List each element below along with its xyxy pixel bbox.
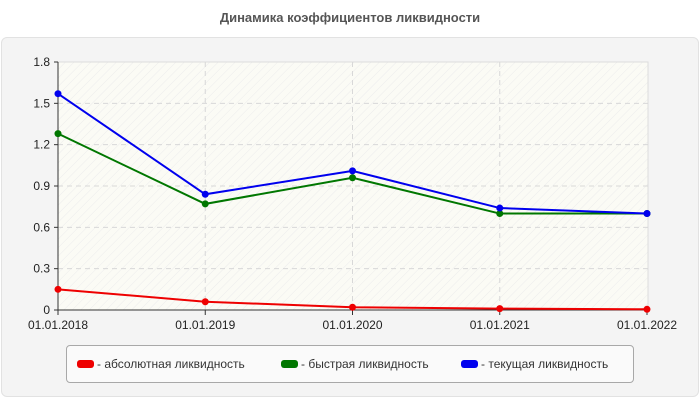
data-point[interactable] [54,90,62,98]
y-tick-label: 0 [43,303,50,317]
data-point[interactable] [496,210,504,218]
x-tick-label: 01.01.2021 [470,318,530,332]
legend-swatch-blue [461,360,478,368]
data-point[interactable] [496,204,504,212]
x-tick-label: 01.01.2019 [175,318,235,332]
data-point[interactable] [54,285,62,293]
legend-swatch-red [77,360,94,368]
data-point[interactable] [201,190,209,198]
data-point[interactable] [54,130,62,138]
data-point[interactable] [201,298,209,306]
y-tick-label: 1.8 [33,55,50,69]
y-tick-label: 1.5 [33,96,50,110]
legend-label: - абсолютная ликвидность [97,357,245,371]
legend-item-absolute: - абсолютная ликвидность [77,346,245,382]
axes: 0 0.3 0.6 0.9 1.2 1.5 1.8 01.01.2018 01.01.2019 0… [28,55,677,332]
data-point[interactable] [643,210,651,218]
series-lines [54,90,651,313]
data-point[interactable] [349,174,356,182]
legend-item-quick: - быстрая ликвидность [281,346,429,382]
data-point[interactable] [349,303,356,311]
legend-swatch-green [281,360,298,368]
chart-title: Динамика коэффициентов ликвидности [219,10,481,25]
x-tick-label: 01.01.2022 [617,318,677,332]
legend: - абсолютная ликвидность - быстрая ликви… [66,345,634,383]
data-point[interactable] [643,305,651,313]
y-tick-label: 1.2 [33,138,50,152]
x-tick-label: 01.01.2020 [322,318,382,332]
legend-item-current: - текущая ликвидность [461,346,608,382]
legend-label: - текущая ликвидность [481,357,609,371]
y-tick-label: 0.6 [33,220,50,234]
plot-area [57,61,649,311]
data-point[interactable] [349,167,356,175]
data-point[interactable] [496,305,504,313]
data-point[interactable] [201,200,209,208]
y-tick-label: 0.9 [33,179,50,193]
y-tick-label: 0.3 [33,262,50,276]
legend-label: - быстрая ликвидность [301,357,429,371]
x-tick-label: 01.01.2018 [28,318,88,332]
